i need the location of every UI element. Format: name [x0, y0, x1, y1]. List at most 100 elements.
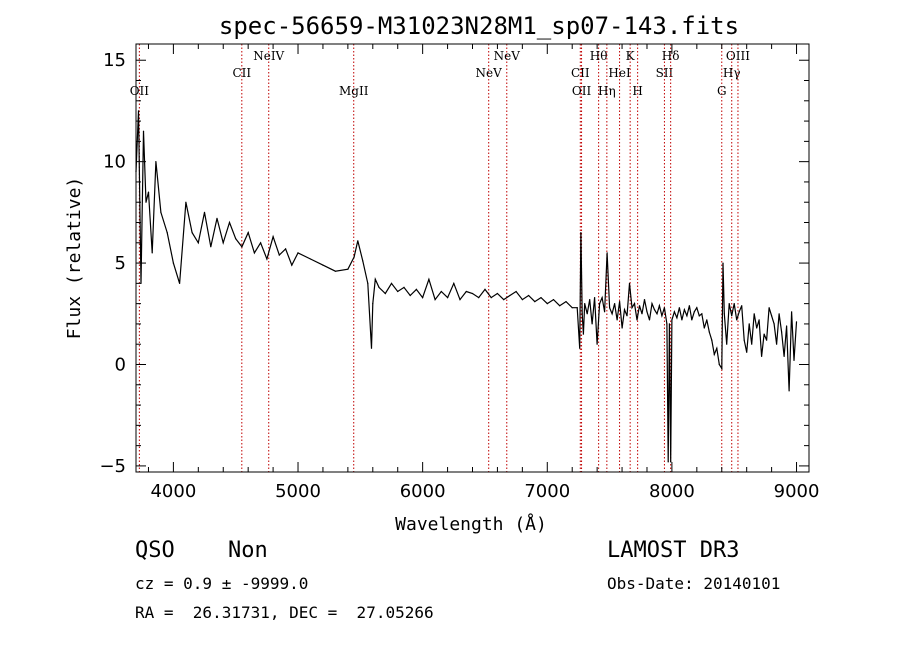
- spectrum-point-0-75: [579, 347, 581, 349]
- spectrum-point-0-54: [453, 282, 455, 284]
- spectrum-point-0-159: [776, 343, 778, 345]
- spectrum-point-0-102: [641, 313, 643, 315]
- x-tick-label-4000: 4000: [150, 481, 196, 502]
- line-label-0: OII: [130, 84, 150, 98]
- spectrum-point-0-82: [591, 323, 593, 325]
- spectrum-point-0-130: [706, 319, 708, 321]
- emission-line-markers: OIICIINeIVMgIINeVNeVCIIOIIHθHηHeIKHSIIHδ…: [130, 44, 750, 472]
- spectrum-point-0-98: [631, 307, 633, 309]
- spectrum-point-0-81: [589, 299, 591, 301]
- x-tick-label-8000: 8000: [649, 481, 695, 502]
- spectrum-point-0-143: [736, 319, 738, 321]
- spectrum-point-0-116: [671, 319, 673, 321]
- x-tick-label-5000: 5000: [275, 481, 321, 502]
- spectrum-point-0-35: [353, 256, 355, 258]
- spectrum-point-0-166: [793, 359, 795, 361]
- spectrum-point-0-39: [370, 347, 373, 349]
- spectrum-point-0-158: [773, 323, 775, 325]
- spectrum-point-0-44: [390, 282, 393, 284]
- spectrum-point-0-105: [648, 319, 651, 321]
- spectrum-point-0-10: [172, 262, 174, 264]
- spectrum-point-0-78: [582, 333, 585, 335]
- y-tick-label-5: 5: [115, 253, 126, 274]
- spectrum-point-0-137: [722, 262, 724, 264]
- spectrum-point-0-103: [643, 299, 646, 301]
- spectrum-point-0-74: [576, 307, 578, 309]
- line-label-9: Hη: [598, 84, 616, 98]
- spectrum-point-0-107: [653, 309, 656, 311]
- spectrum-point-0-95: [623, 309, 626, 311]
- spectrum-point-0-135: [718, 363, 720, 366]
- spectrum-point-0-70: [552, 299, 555, 301]
- spectrum-point-0-152: [758, 319, 760, 321]
- y-tick-label-15: 15: [103, 50, 126, 71]
- spectrum-point-0-26: [272, 236, 274, 238]
- spectrum-point-0-68: [540, 297, 542, 299]
- spectrum-point-0-108: [656, 313, 658, 315]
- spectrum-point-0-160: [778, 313, 780, 315]
- line-label-10: HeI: [608, 66, 631, 80]
- line-label-12: H: [632, 84, 642, 98]
- spectrum-point-0-64: [515, 290, 517, 293]
- spectrum-point-0-128: [701, 313, 703, 315]
- spectrum-point-0-154: [763, 333, 765, 335]
- spectrum-point-0-40: [372, 303, 374, 305]
- spectrum-point-0-113: [667, 461, 669, 463]
- spectrum-point-0-63: [509, 294, 511, 297]
- spectrum-point-0-66: [528, 294, 530, 297]
- spectrum-point-0-76: [580, 232, 582, 234]
- spectrum-point-0-4: [145, 201, 147, 203]
- spectrum-point-0-122: [686, 315, 688, 317]
- spectrum-point-0-59: [484, 288, 486, 290]
- spectrum-point-0-18: [222, 242, 224, 244]
- spectrum-point-0-69: [546, 303, 548, 305]
- spectrum-point-0-133: [713, 353, 715, 355]
- spectrum-point-0-73: [571, 307, 573, 309]
- spectrum-point-0-33: [334, 270, 336, 272]
- spectrum-point-0-129: [703, 327, 705, 329]
- spectrum-point-0-126: [696, 307, 698, 309]
- line-label-7: OII: [572, 84, 592, 98]
- spectrum-point-0-17: [216, 217, 218, 219]
- spectrum-point-0-141: [731, 315, 733, 317]
- line-label-1: CII: [232, 66, 251, 80]
- spectrum-line-0: [135, 110, 798, 462]
- chart-title: spec-56659-M31023N28M1_sp07-143.fits: [219, 12, 739, 40]
- spectrum-point-0-34: [347, 268, 349, 270]
- plot-frame: [135, 43, 810, 473]
- spectrum-point-0-147: [746, 351, 748, 353]
- spectrum-point-0-131: [708, 331, 710, 333]
- line-label-17: OIII: [726, 49, 750, 63]
- spectrum-point-0-138: [723, 313, 725, 315]
- spectrum-point-0-150: [753, 313, 755, 315]
- spectrum-point-0-27: [278, 254, 280, 256]
- line-label-8: Hθ: [590, 49, 608, 63]
- spectrum-point-0-25: [266, 258, 268, 260]
- spectrum-point-0-125: [693, 311, 695, 313]
- spectrum-point-0-20: [235, 238, 237, 240]
- spectrum-point-0-43: [384, 292, 386, 295]
- spectrum-point-0-104: [646, 311, 648, 313]
- spectrum-point-0-13: [191, 232, 193, 234]
- spectrum-point-0-19: [228, 221, 231, 224]
- spectrum-point-0-117: [673, 311, 676, 313]
- spectrum-point-0-142: [733, 303, 735, 305]
- spectrum-point-0-21: [241, 246, 243, 248]
- spectrum-point-0-23: [253, 252, 255, 254]
- spectrum-point-0-71: [559, 305, 561, 307]
- spectrum-point-0-80: [586, 313, 588, 315]
- spectrum-point-0-114: [668, 323, 671, 325]
- spectrum-point-0-146: [743, 339, 745, 341]
- spectrum-point-0-90: [611, 313, 613, 315]
- object-class: QSO: [135, 538, 175, 563]
- spectrum-point-0-38: [367, 282, 369, 284]
- line-label-2: NeIV: [253, 49, 284, 63]
- spectrum-point-0-101: [638, 305, 641, 307]
- spectrum-point-0-8: [160, 211, 162, 213]
- series-group: [135, 110, 798, 463]
- spectrum-point-0-127: [698, 315, 700, 317]
- x-tick-label-6000: 6000: [400, 481, 446, 502]
- spectrum-point-0-167: [795, 321, 798, 323]
- spectrum-point-0-77: [581, 313, 583, 315]
